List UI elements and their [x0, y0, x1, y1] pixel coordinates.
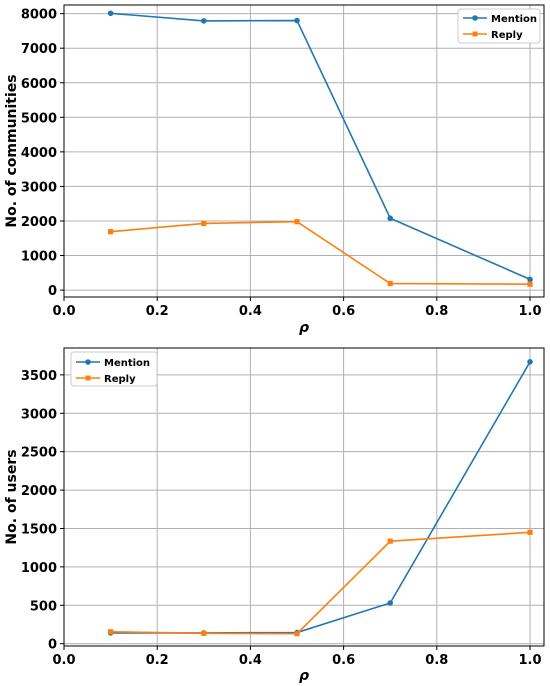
x-tick-label: 0.2 [146, 304, 169, 319]
data-point-reply [201, 220, 207, 226]
plot-area [64, 5, 544, 297]
data-point-mention [107, 10, 114, 17]
x-axis-title: ρ [299, 668, 309, 684]
data-point-reply [108, 629, 114, 635]
legend-label-reply: Reply [104, 374, 136, 385]
y-tick-label: 3000 [21, 180, 57, 195]
legend-label-reply: Reply [491, 30, 523, 41]
x-tick-label: 0.4 [239, 653, 262, 668]
data-point-mention [387, 600, 394, 606]
x-ticks: 0.0 0.2 0.4 0.6 0.8 1.0 [52, 646, 542, 668]
y-tick-label: 3000 [21, 407, 57, 422]
x-tick-label: 1.0 [519, 304, 542, 319]
communities-chart: 0.0 0.2 0.4 0.6 0.8 1.0 0 1000 2000 3000 4000 5000… [4, 4, 545, 336]
legend-marker-mention [472, 15, 478, 21]
data-point-mention [201, 18, 207, 24]
y-tick-label: 8000 [21, 8, 57, 23]
data-point-reply [108, 229, 114, 235]
x-tick-label: 0.6 [332, 653, 355, 668]
y-tick-label: 5000 [21, 111, 57, 126]
y-tick-label: 0 [48, 638, 57, 653]
data-point-reply [527, 281, 533, 287]
y-tick-label: 1000 [21, 561, 57, 576]
x-tick-label: 0.2 [146, 653, 169, 668]
y-tick-label: 4000 [21, 146, 57, 161]
grid [63, 348, 544, 646]
y-tick-label: 500 [30, 599, 57, 614]
y-tick-label: 3500 [21, 369, 57, 384]
legend-marker-mention [85, 359, 91, 365]
data-point-reply [527, 529, 533, 535]
data-point-mention [527, 276, 533, 283]
y-axis-title: No. of users [4, 449, 20, 544]
users-chart: 0.0 0.2 0.4 0.6 0.8 1.0 0 500 1000 1500 2000 2500 3… [4, 347, 545, 684]
y-tick-label: 1000 [21, 250, 57, 265]
plot-frame [63, 4, 545, 298]
x-ticks: 0.0 0.2 0.4 0.6 0.8 1.0 [52, 297, 542, 319]
data-point-reply [387, 538, 393, 544]
legend-marker-reply [472, 31, 478, 37]
y-tick-label: 0 [48, 284, 57, 299]
x-tick-label: 0.8 [425, 653, 448, 668]
y-tick-label: 6000 [21, 77, 57, 92]
y-axis-title: No. of communities [4, 74, 20, 227]
legend-label-mention: Mention [491, 14, 537, 25]
data-point-mention [527, 359, 533, 365]
data-point-reply [201, 630, 207, 636]
grid [63, 5, 544, 297]
x-tick-label: 0.0 [52, 653, 75, 668]
legend: Mention Reply [457, 8, 541, 44]
x-axis-title: ρ [299, 320, 309, 336]
x-tick-label: 1.0 [519, 653, 542, 668]
y-tick-label: 2500 [21, 446, 57, 461]
legend: Mention Reply [70, 351, 158, 387]
data-point-mention [294, 17, 300, 24]
data-point-reply [294, 631, 300, 637]
legend-marker-reply [85, 375, 91, 381]
y-tick-label: 2000 [21, 215, 57, 230]
x-tick-label: 0.4 [239, 304, 262, 319]
data-point-mention [387, 215, 394, 222]
x-tick-label: 0.6 [332, 304, 355, 319]
x-tick-label: 0.0 [52, 304, 75, 319]
y-tick-label: 1500 [21, 522, 57, 537]
series [107, 10, 533, 287]
plot-area [64, 348, 544, 646]
y-ticks: 0 1000 2000 3000 4000 5000 6000 7000 8000 [21, 8, 64, 299]
x-tick-label: 0.8 [425, 304, 448, 319]
y-ticks: 0 500 1000 1500 2000 2500 3000 3500 [21, 369, 64, 653]
plot-frame [63, 347, 545, 647]
data-point-reply [387, 280, 393, 287]
series [107, 359, 533, 637]
y-tick-label: 2000 [21, 484, 57, 499]
data-point-reply [294, 219, 300, 225]
y-tick-label: 7000 [21, 42, 57, 57]
legend-label-mention: Mention [104, 358, 150, 369]
